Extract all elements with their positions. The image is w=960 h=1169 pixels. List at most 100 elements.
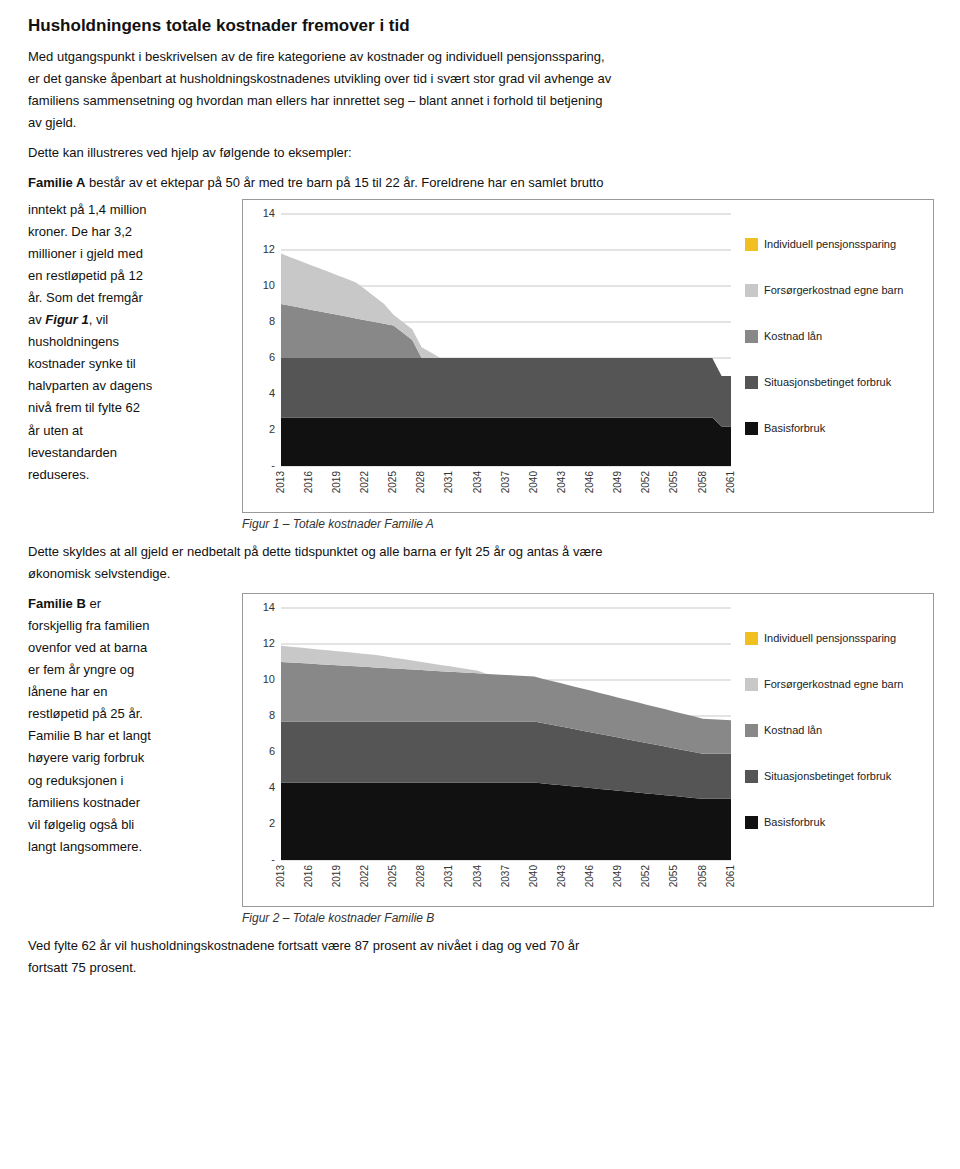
legend-swatch	[745, 724, 758, 737]
section-row: Familie B er forskjellig fra familien ov…	[28, 593, 932, 925]
grid-line	[281, 249, 731, 250]
legend-label: Forsørgerkostnad egne barn	[764, 283, 903, 295]
x-tick-label: 2058	[697, 470, 708, 493]
y-tick-label: 14	[263, 601, 275, 613]
chart-caption: Figur 1 – Totale kostnader Familie A	[242, 517, 934, 531]
x-tick-label: 2016	[303, 470, 314, 493]
x-tick-label: 2052	[640, 864, 651, 887]
chart-caption: Figur 2 – Totale kostnader Familie B	[242, 911, 934, 925]
page-title: Husholdningens totale kostnader fremover…	[28, 16, 932, 36]
page: Husholdningens totale kostnader fremover…	[0, 0, 960, 1003]
legend-label: Situasjonsbetinget forbruk	[764, 375, 892, 387]
x-tick-label: 2013	[275, 864, 286, 887]
text-run: er forskjellig fra familien ovenfor ved …	[28, 596, 151, 854]
paragraph: Dette skyldes at all gjeld er nedbetalt …	[28, 541, 932, 585]
text-column: inntekt på 1,4 million kroner. De har 3,…	[28, 199, 228, 486]
x-tick-label: 2052	[640, 470, 651, 493]
legend-swatch	[745, 238, 758, 251]
paragraph: Dette kan illustreres ved hjelp av følge…	[28, 142, 932, 164]
text-run: Familie B	[28, 596, 86, 611]
x-tick-label: 2022	[359, 864, 370, 887]
legend-label: Kostnad lån	[764, 329, 822, 341]
y-tick-label: 8	[269, 709, 275, 721]
x-tick-label: 2040	[528, 470, 539, 493]
legend-swatch	[745, 816, 758, 829]
chart: - 2 4 6 8 10 12 14 2013 2016 2019 2022 2025 2028 2031 2…	[243, 594, 933, 906]
legend-swatch	[745, 330, 758, 343]
chart: -246810121420132016201920222025202820312…	[243, 200, 933, 512]
x-tick-label: 2034	[472, 864, 483, 887]
plot-area	[281, 253, 731, 465]
area	[281, 358, 731, 426]
paragraph: Ved fylte 62 år vil husholdningskostnade…	[28, 935, 932, 979]
legend-label: Kostnad lån	[764, 724, 822, 736]
x-tick-label: 2013	[275, 470, 286, 493]
x-tick-label: 2040	[528, 864, 539, 887]
area	[281, 253, 731, 375]
x-tick-label: 2031	[443, 470, 454, 493]
text-run: , vil husholdningens kostnader synke til…	[28, 312, 152, 482]
legend-swatch	[745, 284, 758, 297]
y-tick-label: -	[271, 853, 275, 865]
x-tick-label: 2025	[387, 470, 398, 493]
legend-label: Individuell pensjonssparing	[764, 632, 896, 644]
legend-swatch	[745, 632, 758, 645]
y-tick-label: 12	[263, 242, 275, 254]
y-tick-label: 10	[263, 278, 275, 290]
legend-label: Situasjonsbetinget forbruk	[764, 770, 892, 782]
y-tick-label: 4	[269, 781, 275, 793]
legend-label: Basisforbruk	[764, 816, 826, 828]
x-tick-label: 2022	[359, 470, 370, 493]
x-tick-label: 2028	[415, 864, 426, 887]
legend-label: Basisforbruk	[764, 421, 826, 433]
grid-line	[281, 643, 731, 644]
x-tick-label: 2055	[668, 470, 679, 493]
y-tick-label: 6	[269, 350, 275, 362]
x-tick-label: 2019	[331, 470, 342, 493]
grid-line	[281, 607, 731, 608]
x-tick-label: 2061	[725, 864, 736, 887]
x-tick-label: 2061	[725, 470, 736, 493]
y-tick-label: 14	[263, 206, 275, 218]
area	[281, 646, 731, 721]
x-tick-label: 2019	[331, 864, 342, 887]
area	[281, 646, 731, 721]
section-row: inntekt på 1,4 million kroner. De har 3,…	[28, 199, 932, 531]
plot-area	[281, 646, 731, 860]
legend-swatch	[745, 770, 758, 783]
x-tick-label: 2016	[303, 864, 314, 887]
x-tick-label: 2046	[584, 864, 595, 887]
area	[281, 417, 731, 466]
y-tick-label: 2	[269, 817, 275, 829]
x-tick-label: 2025	[387, 864, 398, 887]
paragraph: Med utgangspunkt i beskrivelsen av de fi…	[28, 46, 932, 134]
chart-box: - 2 4 6 8 10 12 14 2013 2016 2019 2022 2025 2028 2031 2…	[242, 593, 934, 907]
text-run: Familie A	[28, 175, 85, 190]
x-tick-label: 2043	[556, 470, 567, 493]
y-tick-label: 12	[263, 637, 275, 649]
y-tick-label: 10	[263, 673, 275, 685]
x-tick-label: 2037	[500, 864, 511, 887]
text-run: Figur 1	[45, 312, 88, 327]
paragraph: Familie A består av et ektepar på 50 år …	[28, 172, 932, 194]
chart-wrap: -246810121420132016201920222025202820312…	[242, 199, 934, 531]
x-tick-label: 2046	[584, 470, 595, 493]
legend-swatch	[745, 376, 758, 389]
area	[281, 253, 731, 375]
x-tick-label: 2049	[612, 864, 623, 887]
legend-label: Individuell pensjonssparing	[764, 237, 896, 249]
x-tick-label: 2037	[500, 470, 511, 493]
x-tick-label: 2031	[443, 864, 454, 887]
text-column: Familie B er forskjellig fra familien ov…	[28, 593, 228, 858]
chart-box: -246810121420132016201920222025202820312…	[242, 199, 934, 513]
legend-swatch	[745, 422, 758, 435]
text-run: består av et ektepar på 50 år med tre ba…	[85, 175, 603, 190]
x-tick-label: 2028	[415, 470, 426, 493]
chart-wrap: - 2 4 6 8 10 12 14 2013 2016 2019 2022 2025 2028 2031 2…	[242, 593, 934, 925]
grid-line	[281, 213, 731, 214]
y-tick-label: 2	[269, 422, 275, 434]
y-tick-label: 6	[269, 745, 275, 757]
y-tick-label: 4	[269, 386, 275, 398]
x-tick-label: 2049	[612, 470, 623, 493]
legend-label: Forsørgerkostnad egne barn	[764, 678, 903, 690]
